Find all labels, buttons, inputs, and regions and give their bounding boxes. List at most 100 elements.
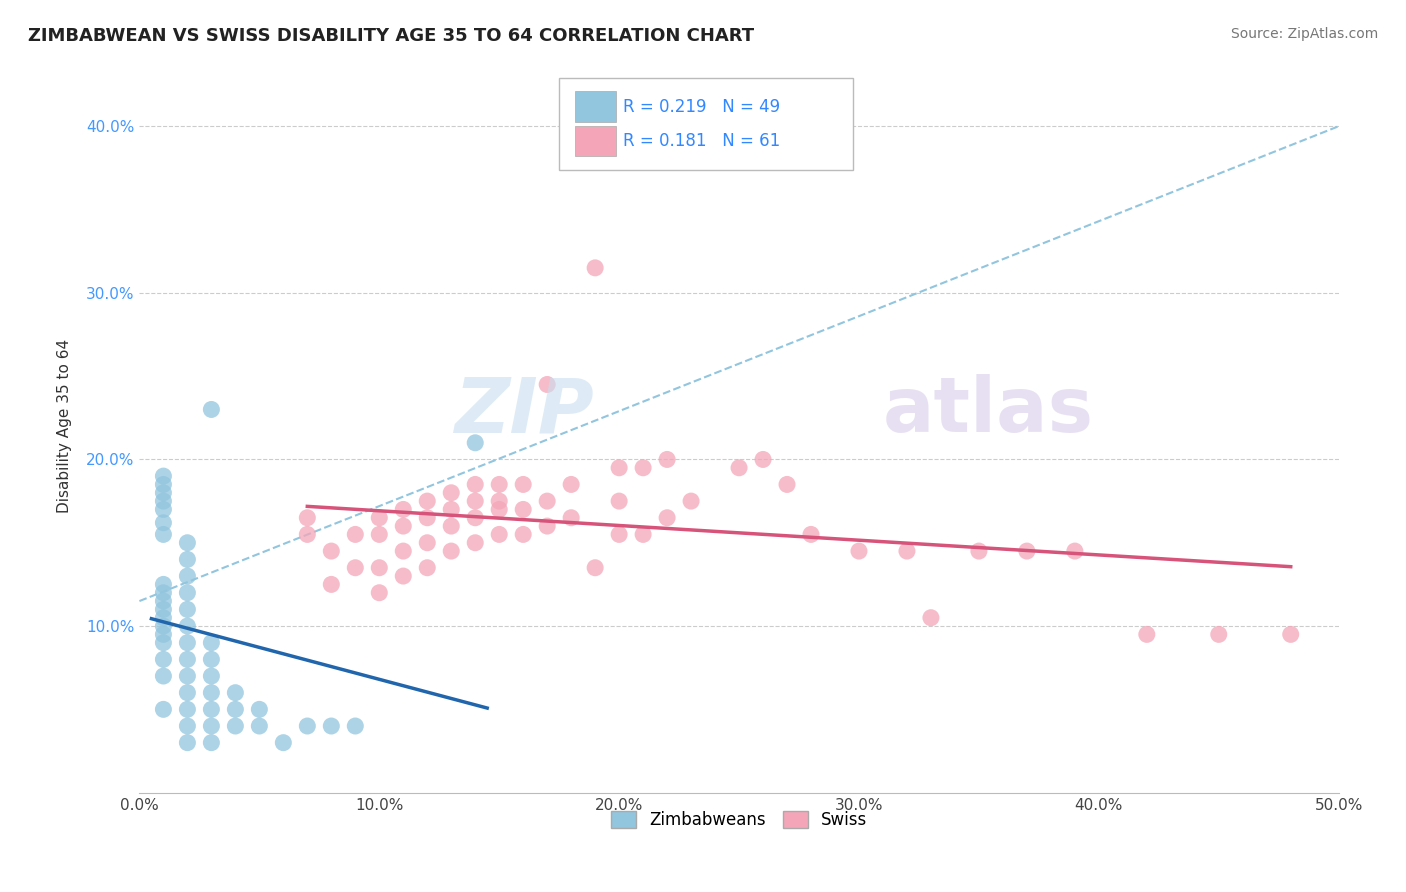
Point <box>800 527 823 541</box>
Text: ZIMBABWEAN VS SWISS DISABILITY AGE 35 TO 64 CORRELATION CHART: ZIMBABWEAN VS SWISS DISABILITY AGE 35 TO… <box>28 27 754 45</box>
Point <box>967 544 990 558</box>
Point <box>152 516 174 530</box>
Point <box>464 535 486 549</box>
Point <box>488 494 510 508</box>
Point <box>607 494 630 508</box>
Point <box>200 719 222 733</box>
Point <box>200 669 222 683</box>
Point <box>728 460 751 475</box>
Point <box>176 719 198 733</box>
Point <box>583 260 606 275</box>
Point <box>176 669 198 683</box>
Point <box>200 702 222 716</box>
Point <box>631 460 654 475</box>
Text: ZIP: ZIP <box>456 375 595 449</box>
Point <box>560 510 582 524</box>
Point <box>368 585 391 599</box>
Point <box>416 560 439 574</box>
Point <box>464 477 486 491</box>
FancyBboxPatch shape <box>575 91 616 122</box>
Point <box>152 611 174 625</box>
Point <box>152 619 174 633</box>
Point <box>776 477 799 491</box>
Point <box>224 686 246 700</box>
Point <box>297 719 319 733</box>
Legend: Zimbabweans, Swiss: Zimbabweans, Swiss <box>605 804 875 836</box>
Point <box>488 527 510 541</box>
Point <box>224 702 246 716</box>
Point <box>655 510 678 524</box>
Text: R = 0.219   N = 49: R = 0.219 N = 49 <box>623 97 780 116</box>
Point <box>176 569 198 583</box>
Point <box>655 452 678 467</box>
Point <box>176 636 198 650</box>
Point <box>152 494 174 508</box>
Point <box>512 502 534 516</box>
Point <box>368 560 391 574</box>
Point <box>176 535 198 549</box>
Point <box>488 477 510 491</box>
Point <box>247 719 270 733</box>
Point <box>200 686 222 700</box>
Point <box>1015 544 1038 558</box>
Point <box>416 494 439 508</box>
Point <box>176 552 198 566</box>
Point <box>152 485 174 500</box>
Point <box>152 502 174 516</box>
Point <box>1063 544 1085 558</box>
Point <box>152 669 174 683</box>
Point <box>321 544 343 558</box>
Point <box>152 585 174 599</box>
Point <box>920 611 942 625</box>
Point <box>200 736 222 750</box>
Point <box>176 736 198 750</box>
Point <box>152 469 174 483</box>
Point <box>273 736 295 750</box>
Point <box>631 527 654 541</box>
Point <box>321 577 343 591</box>
Point <box>583 560 606 574</box>
Point <box>368 527 391 541</box>
Point <box>1208 627 1230 641</box>
Point <box>440 502 463 516</box>
Point <box>512 477 534 491</box>
FancyBboxPatch shape <box>560 78 853 169</box>
Point <box>848 544 870 558</box>
Point <box>440 519 463 533</box>
Point <box>152 636 174 650</box>
Point <box>152 602 174 616</box>
Point <box>1279 627 1302 641</box>
Text: atlas: atlas <box>883 375 1094 449</box>
Point <box>392 569 415 583</box>
Point <box>368 510 391 524</box>
Point <box>536 494 558 508</box>
Point <box>488 502 510 516</box>
Point <box>152 594 174 608</box>
Point <box>200 402 222 417</box>
Text: R = 0.181   N = 61: R = 0.181 N = 61 <box>623 132 780 150</box>
Point <box>176 686 198 700</box>
Point <box>752 452 775 467</box>
Text: Source: ZipAtlas.com: Source: ZipAtlas.com <box>1230 27 1378 41</box>
Point <box>176 619 198 633</box>
Point <box>152 652 174 666</box>
Point <box>681 494 703 508</box>
Point <box>560 477 582 491</box>
Point <box>536 377 558 392</box>
Point <box>152 527 174 541</box>
Point <box>176 602 198 616</box>
Point <box>464 510 486 524</box>
Point <box>152 477 174 491</box>
Point <box>200 636 222 650</box>
Point <box>152 702 174 716</box>
Point <box>297 510 319 524</box>
Point <box>512 527 534 541</box>
FancyBboxPatch shape <box>575 126 616 156</box>
Point <box>536 519 558 533</box>
Point <box>416 510 439 524</box>
Point <box>224 719 246 733</box>
Point <box>152 627 174 641</box>
Point <box>392 519 415 533</box>
Point <box>607 460 630 475</box>
Point <box>896 544 918 558</box>
